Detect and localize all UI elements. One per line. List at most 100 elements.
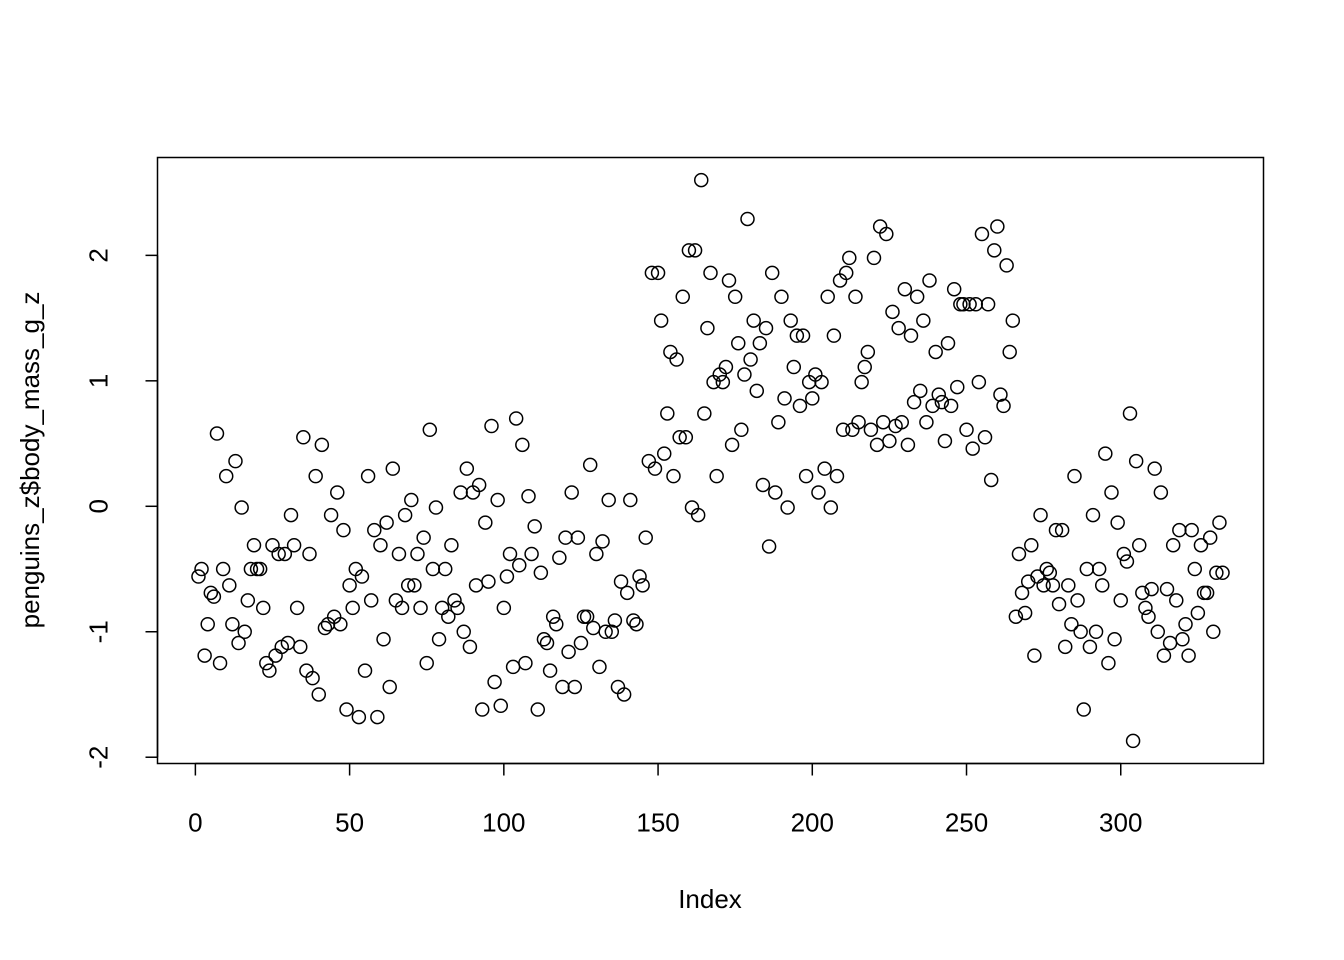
point [925, 398, 940, 414]
point [478, 515, 493, 530]
point [734, 422, 749, 438]
point [863, 422, 879, 438]
point [351, 709, 367, 725]
point [607, 613, 623, 628]
point [203, 585, 219, 601]
point [826, 328, 842, 343]
point [209, 426, 225, 441]
point [950, 379, 965, 395]
point [854, 374, 869, 390]
point [786, 359, 802, 375]
point [1159, 581, 1175, 597]
point [1064, 616, 1079, 632]
point [1178, 616, 1193, 632]
point [1147, 461, 1162, 476]
point [530, 702, 546, 717]
point [743, 352, 758, 367]
point [1033, 507, 1048, 523]
point [718, 359, 734, 375]
point [1070, 593, 1085, 608]
point [885, 304, 900, 320]
point [564, 485, 579, 500]
point [900, 437, 916, 453]
point [1042, 565, 1058, 581]
point [1193, 537, 1209, 553]
point [484, 418, 499, 434]
point [940, 335, 956, 351]
point [518, 655, 533, 671]
point [539, 635, 555, 651]
point [798, 468, 814, 484]
x-tick-label: 250 [945, 807, 988, 837]
point [851, 414, 866, 430]
point [474, 702, 490, 717]
point [666, 468, 681, 484]
point [703, 265, 718, 281]
point [650, 265, 666, 281]
point [225, 616, 240, 632]
point [363, 593, 379, 608]
point [731, 335, 746, 351]
point [1008, 609, 1024, 624]
point [623, 492, 638, 508]
point [977, 430, 993, 445]
point [672, 430, 687, 445]
point [983, 472, 999, 488]
point [823, 500, 839, 515]
point [456, 624, 471, 640]
point [437, 561, 453, 577]
point [595, 534, 610, 549]
point [200, 616, 215, 632]
point [222, 578, 237, 593]
point [471, 477, 487, 493]
point [894, 414, 909, 430]
point [897, 281, 913, 297]
point [323, 507, 339, 523]
point [715, 374, 731, 390]
point [215, 561, 231, 577]
point [552, 550, 567, 565]
point [533, 565, 549, 581]
point [336, 522, 351, 538]
point [293, 639, 308, 655]
point [697, 406, 712, 421]
point [724, 437, 740, 453]
point [1011, 546, 1027, 562]
point [693, 172, 709, 188]
point [805, 391, 820, 406]
point [502, 546, 518, 562]
point [376, 632, 391, 647]
point [913, 383, 928, 399]
point [218, 468, 234, 484]
point [1048, 522, 1064, 538]
point [428, 500, 444, 515]
point [1098, 446, 1113, 461]
point [422, 422, 438, 438]
y-tick-label: -2 [83, 746, 113, 769]
point [996, 398, 1011, 414]
point [286, 537, 302, 553]
point [561, 644, 576, 660]
point [468, 578, 484, 593]
x-tick-label: 0 [188, 807, 202, 837]
point [817, 461, 832, 476]
point [1172, 522, 1187, 538]
point [1202, 530, 1218, 545]
point [453, 485, 468, 500]
point [1165, 537, 1181, 553]
point [1138, 600, 1153, 616]
point [653, 313, 669, 328]
point [1141, 609, 1156, 624]
point [394, 600, 410, 616]
point [1175, 632, 1190, 647]
point [1150, 624, 1166, 640]
point [212, 655, 228, 671]
x-tick-label: 50 [335, 807, 364, 837]
point [296, 430, 311, 445]
point [499, 569, 515, 584]
point [589, 546, 604, 562]
point [576, 609, 592, 624]
point [1209, 565, 1224, 581]
